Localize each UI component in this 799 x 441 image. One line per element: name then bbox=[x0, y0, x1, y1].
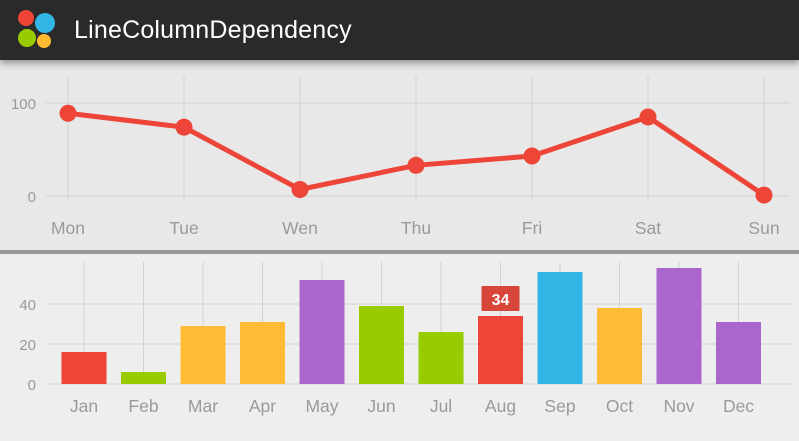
column-chart-xtick-nov: Nov bbox=[663, 396, 694, 416]
line-chart-xtick-thu: Thu bbox=[401, 218, 431, 238]
line-chart-xtick-mon: Mon bbox=[51, 218, 85, 238]
line-chart-xtick-tue: Tue bbox=[169, 218, 199, 238]
bar-sep[interactable] bbox=[537, 272, 583, 384]
line-chart-xtick-sat: Sat bbox=[635, 218, 661, 238]
column-chart-xtick-aug: Aug bbox=[485, 396, 516, 416]
line-chart[interactable]: 0 100 Mon Tue Wen Thu Fri Sat Sun bbox=[0, 60, 799, 250]
logo-circle-green bbox=[18, 29, 36, 47]
chart-divider bbox=[0, 250, 799, 254]
bar-mar[interactable] bbox=[180, 326, 226, 384]
column-chart-xtick-dec: Dec bbox=[723, 396, 754, 416]
column-chart-xtick-may: May bbox=[305, 396, 338, 416]
line-point-fri[interactable] bbox=[523, 147, 541, 165]
line-chart-panel: 0 100 Mon Tue Wen Thu Fri Sat Sun bbox=[0, 60, 799, 250]
action-bar: LineColumnDependency bbox=[0, 0, 799, 60]
bar-apr[interactable] bbox=[240, 322, 285, 384]
bar-oct[interactable] bbox=[597, 308, 642, 384]
logo-circle-red bbox=[18, 10, 34, 26]
column-chart-xtick-jan: Jan bbox=[70, 396, 98, 416]
bar-may[interactable] bbox=[299, 280, 345, 384]
column-chart-xtick-jun: Jun bbox=[367, 396, 395, 416]
selected-value-bubble[interactable] bbox=[481, 286, 520, 311]
line-chart-xtick-wen: Wen bbox=[282, 218, 318, 238]
line-point-tue[interactable] bbox=[175, 118, 193, 136]
bar-jul[interactable] bbox=[418, 332, 464, 384]
line-point-sun[interactable] bbox=[755, 186, 773, 204]
bar-jan[interactable] bbox=[61, 352, 107, 384]
selected-value-text: 34 bbox=[492, 292, 510, 309]
app-title: LineColumnDependency bbox=[74, 15, 352, 44]
line-point-thu[interactable] bbox=[407, 156, 425, 174]
column-chart-xtick-oct: Oct bbox=[606, 396, 633, 416]
column-chart-xtick-sep: Sep bbox=[544, 396, 575, 416]
column-chart[interactable]: 0 20 40 Jan Feb Mar Apr May Jun Jul Aug Sep Oct Nov De… bbox=[0, 254, 799, 441]
logo-circle-orange bbox=[37, 34, 51, 48]
bar-jun[interactable] bbox=[359, 306, 404, 384]
line-point-wen[interactable] bbox=[291, 180, 309, 198]
bar-feb[interactable] bbox=[121, 372, 166, 384]
line-point-sat[interactable] bbox=[639, 108, 657, 126]
column-chart-xtick-mar: Mar bbox=[188, 396, 218, 416]
column-chart-xtick-apr: Apr bbox=[249, 396, 276, 416]
line-chart-xtick-fri: Fri bbox=[522, 218, 542, 238]
line-chart-ytick: 0 bbox=[28, 189, 36, 206]
column-chart-ytick: 40 bbox=[19, 297, 36, 314]
bar-dec[interactable] bbox=[716, 322, 761, 384]
line-chart-xtick-sun: Sun bbox=[748, 218, 779, 238]
column-chart-xtick-feb: Feb bbox=[128, 396, 158, 416]
bar-nov[interactable] bbox=[656, 268, 702, 384]
logo-circle-blue bbox=[35, 13, 55, 33]
column-chart-ytick: 0 bbox=[28, 377, 36, 394]
column-chart-ytick: 20 bbox=[19, 337, 36, 354]
line-chart-ytick: 100 bbox=[11, 96, 36, 113]
bar-aug[interactable] bbox=[478, 316, 523, 384]
app-logo-icon bbox=[18, 10, 55, 48]
column-chart-panel: 0 20 40 Jan Feb Mar Apr May Jun Jul Aug Sep Oct Nov De… bbox=[0, 254, 799, 441]
column-chart-xtick-jul: Jul bbox=[430, 396, 452, 416]
line-point-mon[interactable] bbox=[59, 104, 77, 122]
